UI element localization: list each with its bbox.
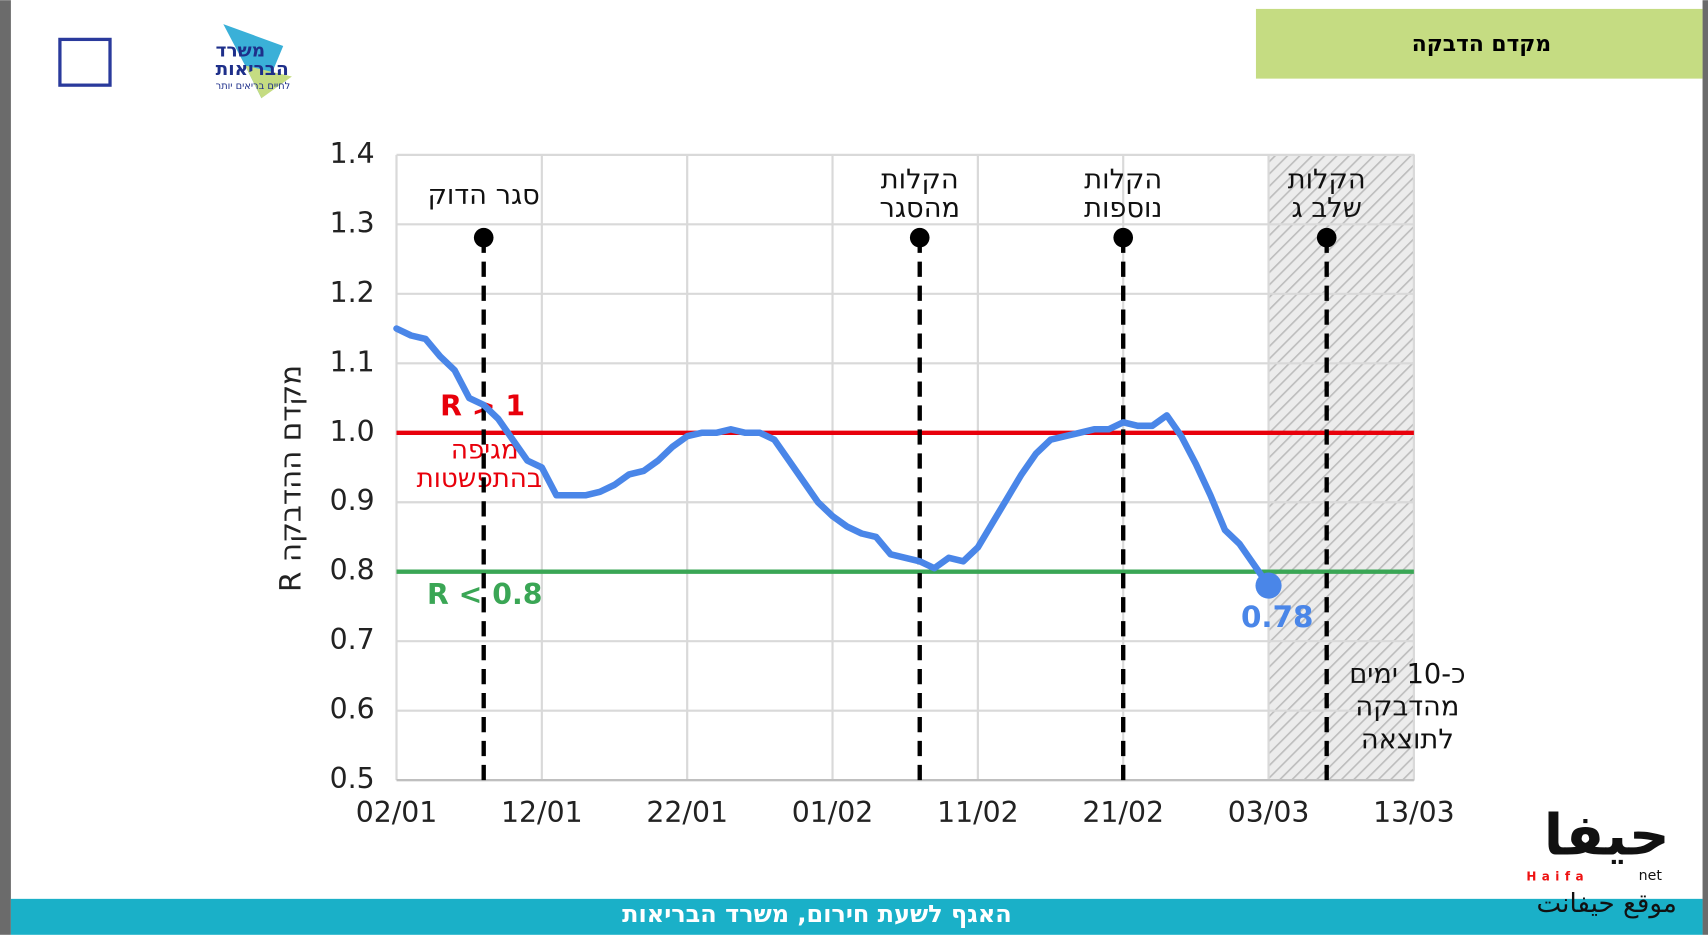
event-marker bbox=[909, 227, 930, 248]
frame-right bbox=[1702, 0, 1708, 935]
slide-title: מקדם הדבקה bbox=[1412, 32, 1551, 57]
x-tick-label: 13/03 bbox=[1373, 796, 1455, 829]
logo-star-part bbox=[245, 65, 292, 99]
y-tick-label: 1.3 bbox=[330, 206, 375, 239]
y-tick-label: 1.1 bbox=[330, 345, 375, 378]
event-label: נוספות bbox=[1084, 193, 1162, 224]
note-text: כ-10 ימים bbox=[1349, 659, 1465, 690]
footer-bar bbox=[10, 898, 1703, 935]
event-label: הקלות bbox=[1288, 165, 1366, 196]
watermark-net: net bbox=[1639, 868, 1663, 884]
event-label: הקלות bbox=[881, 165, 959, 196]
y-tick-label: 1.4 bbox=[330, 137, 375, 170]
event-marker bbox=[1316, 227, 1337, 248]
shaded-region bbox=[1268, 154, 1415, 781]
x-tick-label: 02/01 bbox=[356, 796, 438, 829]
footer-text: האגף לשעת חירום, משרד הבריאות bbox=[622, 900, 1012, 928]
title-box bbox=[1255, 8, 1703, 79]
ministry-slogan: לחיים בריאים יותר bbox=[216, 81, 291, 92]
y-tick-label: 1.0 bbox=[330, 415, 375, 448]
x-tick-label: 03/03 bbox=[1228, 796, 1310, 829]
ministry-name: הבריאות bbox=[216, 59, 289, 80]
y-tick-label: 0.9 bbox=[330, 484, 375, 517]
x-tick-label: 11/02 bbox=[937, 796, 1019, 829]
series-line bbox=[393, 325, 1272, 589]
y-tick-label: 1.2 bbox=[330, 276, 375, 309]
y-tick-label: 0.7 bbox=[330, 623, 375, 656]
event-label: שלב ג bbox=[1292, 193, 1362, 224]
note-text: לתוצאה bbox=[1361, 724, 1454, 755]
frame-left bbox=[0, 0, 11, 935]
reference-label: בהתפשטות bbox=[417, 464, 542, 494]
x-tick-label: 21/02 bbox=[1082, 796, 1164, 829]
watermark-sub: Haifa bbox=[1526, 870, 1589, 884]
event-marker bbox=[1113, 227, 1134, 248]
watermark-site: موقع حيفانت bbox=[1537, 889, 1677, 919]
event-marker bbox=[473, 227, 494, 248]
ministry-logo: משרד הבריאות לחיים בריאים יותר bbox=[58, 24, 292, 99]
watermark: حيفا Haifa net موقع حيفانت bbox=[1526, 803, 1677, 919]
note-text: מהדבקה bbox=[1355, 692, 1459, 723]
y-tick-label: 0.8 bbox=[330, 554, 375, 587]
emblem bbox=[58, 37, 112, 87]
ministry-name: משרד bbox=[216, 40, 265, 61]
y-tick-label: 0.6 bbox=[330, 693, 375, 726]
chart: 0.5 0.6 0.7 0.8 0.9 1.0 1.1 1.2 1.3 1.4 02/01 12/01… bbox=[273, 137, 1465, 829]
y-tick-label: 0.5 bbox=[330, 762, 375, 795]
x-tick-label: 22/01 bbox=[646, 796, 728, 829]
event-label: הקלות bbox=[1084, 165, 1162, 196]
event-label: סגר הדוק bbox=[428, 180, 540, 211]
x-tick-label: 12/01 bbox=[501, 796, 583, 829]
watermark-brand: حيفا bbox=[1544, 803, 1670, 869]
y-axis-label: מקדם ההדבקה R bbox=[273, 365, 307, 592]
end-point bbox=[1255, 572, 1282, 599]
x-tick-label: 01/02 bbox=[792, 796, 874, 829]
value-label: 0.78 bbox=[1241, 600, 1314, 634]
event-label: מהסגר bbox=[879, 193, 960, 224]
